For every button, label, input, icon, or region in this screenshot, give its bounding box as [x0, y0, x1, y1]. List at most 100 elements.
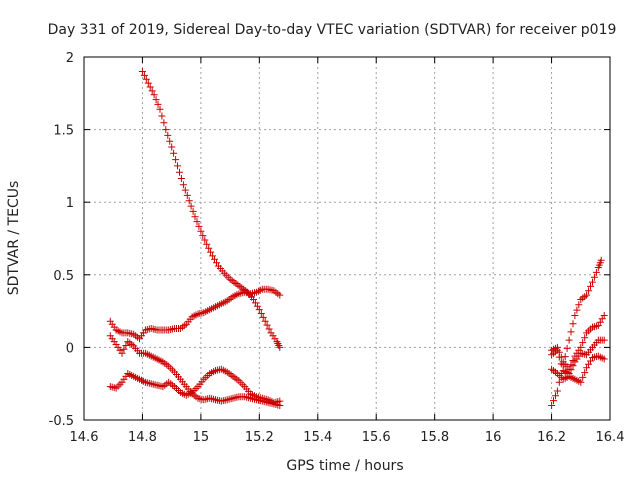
data-point: [195, 222, 203, 230]
data-point: [174, 162, 181, 170]
data-point: [259, 313, 267, 321]
data-point: [583, 291, 591, 299]
data-point: [120, 345, 128, 353]
data-point: [263, 321, 271, 329]
data-point: [553, 387, 561, 395]
data-point: [181, 186, 189, 194]
data-point: [189, 207, 197, 215]
data-point: [579, 339, 587, 347]
data-point: [590, 273, 598, 281]
data-point: [148, 87, 156, 95]
data-point: [579, 373, 587, 381]
x-tick-label: 15.2: [245, 430, 274, 445]
data-point: [565, 336, 573, 344]
data-point: [199, 232, 207, 240]
data-point: [567, 366, 575, 374]
data-point: [589, 278, 596, 286]
data-point: [555, 378, 563, 386]
data-point: [567, 328, 575, 336]
data-point: [176, 168, 183, 176]
data-point: [205, 244, 213, 252]
y-tick-label: -0.5: [49, 414, 74, 429]
x-tick-label: 14.8: [128, 430, 157, 445]
y-tick-label: 2: [66, 51, 74, 66]
series-track-d: [106, 365, 284, 407]
data-point: [152, 96, 160, 104]
data-point: [592, 268, 600, 276]
data-point: [166, 137, 174, 145]
data-point: [185, 197, 193, 205]
data-point: [563, 344, 571, 352]
data-point: [585, 287, 593, 295]
data-point: [573, 306, 581, 314]
data-point: [193, 218, 201, 226]
data-point: [122, 342, 130, 349]
data-point: [548, 402, 556, 409]
plot-frame: [83, 56, 611, 421]
data-point: [207, 248, 215, 256]
data-point: [142, 75, 150, 83]
data-point: [555, 353, 563, 361]
series-track-e: [548, 256, 605, 409]
data-point: [261, 317, 269, 325]
y-axis-label: SDTVAR / TECUs: [6, 181, 22, 296]
x-axis-label: GPS time / hours: [286, 458, 403, 474]
data-point: [577, 378, 585, 386]
x-tick-label: 15.8: [420, 430, 449, 445]
data-point: [138, 68, 146, 75]
data-point: [177, 175, 185, 182]
data-point: [154, 100, 162, 108]
chart-title: Day 331 of 2019, Sidereal Day-to-day VTE…: [48, 22, 617, 38]
data-point: [201, 236, 209, 244]
y-tick-label: 0: [66, 341, 74, 356]
data-point: [203, 240, 211, 248]
data-point: [552, 392, 559, 400]
x-tick-label: 15.4: [303, 430, 332, 445]
y-tick-label: 0.5: [53, 269, 74, 284]
y-tick-label: 1.5: [53, 124, 74, 139]
series-track-g: [548, 336, 608, 377]
data-point: [600, 355, 608, 363]
data-point: [164, 131, 172, 139]
data-point: [571, 312, 579, 319]
data-point: [587, 282, 594, 290]
data-point: [575, 301, 583, 309]
data-point: [597, 256, 605, 264]
data-points: [106, 68, 608, 409]
data-point: [276, 291, 284, 299]
data-point: [257, 310, 265, 317]
data-point: [255, 306, 263, 314]
data-point: [160, 119, 168, 127]
data-point: [150, 91, 158, 99]
data-point: [600, 336, 608, 344]
data-point: [146, 83, 154, 91]
data-point: [557, 360, 565, 368]
data-point: [276, 343, 284, 351]
x-tick-label: 15.6: [362, 430, 391, 445]
axis-ticks: [83, 56, 611, 421]
data-point: [179, 181, 187, 189]
data-point: [118, 349, 126, 357]
data-point: [172, 156, 180, 164]
x-tick-label: 16: [485, 430, 502, 445]
series-track-h: [548, 352, 608, 386]
data-point: [162, 126, 170, 134]
data-point: [553, 346, 561, 354]
data-point: [550, 397, 557, 405]
data-point: [276, 397, 284, 405]
data-point: [158, 112, 166, 120]
x-tick-label: 16.2: [537, 430, 566, 445]
grid-lines: [84, 57, 610, 420]
data-point: [265, 325, 273, 333]
data-point: [140, 71, 148, 79]
series-track-a: [138, 68, 284, 351]
x-tick-label: 14.6: [70, 430, 99, 445]
data-point: [581, 334, 589, 342]
x-tick-label: 16.4: [596, 430, 625, 445]
data-point: [168, 143, 176, 151]
data-point: [187, 202, 195, 210]
y-tick-label: 1: [66, 196, 74, 211]
data-point: [144, 79, 152, 87]
